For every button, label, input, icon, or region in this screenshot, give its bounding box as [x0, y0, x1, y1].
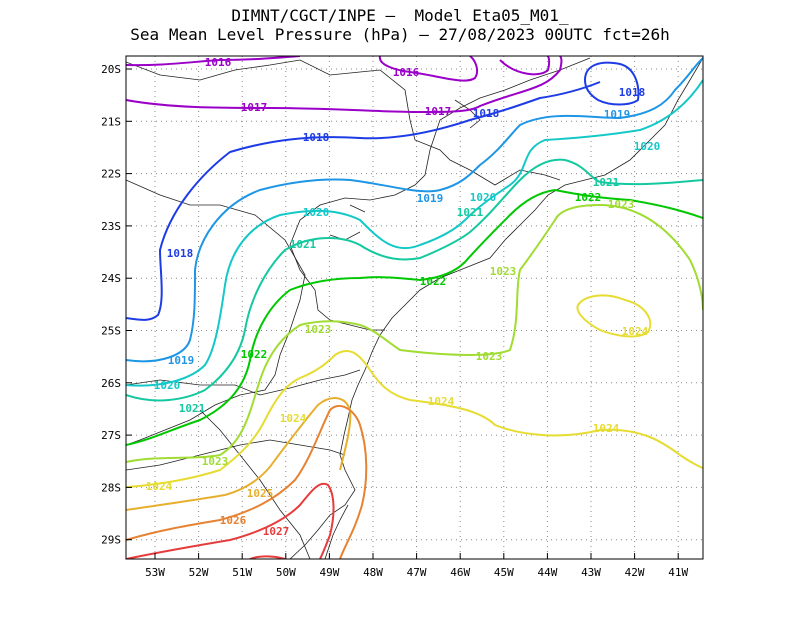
lat-label-27S: 27S: [101, 429, 121, 442]
label-1020-b: 1020: [303, 206, 330, 219]
label-1023-d: 1023: [490, 265, 517, 278]
chart-title-line-1: DIMNT/CGCT/INPE – Model Eta05_M01_: [231, 6, 569, 25]
label-1020-c: 1020: [470, 191, 497, 204]
label-1016-a: 1016: [205, 56, 232, 69]
lat-label-20S: 20S: [101, 63, 121, 76]
label-1027: 1027: [263, 525, 290, 538]
lon-label-41W: 41W: [668, 566, 688, 579]
lat-label-25S: 25S: [101, 325, 121, 338]
chart-title-line-2: Sea Mean Level Pressure (hPa) – 27/08/20…: [130, 25, 670, 44]
isobar-labels: 1016 1016 1017 1017 1018 1018 1018 1018 …: [146, 56, 661, 538]
isobar-1024-west: [126, 350, 703, 488]
isobar-1017: [126, 56, 563, 114]
lon-label-42W: 42W: [625, 566, 645, 579]
isobar-1024-closed: [576, 294, 652, 338]
isobars: [126, 56, 703, 559]
lon-label-51W: 51W: [232, 566, 252, 579]
isobar-1016-ne: [499, 56, 551, 76]
label-1025: 1025: [247, 487, 274, 500]
isobar-1018-closed: [583, 61, 640, 106]
isobar-1019: [126, 57, 703, 363]
lat-label-29S: 29S: [101, 534, 121, 547]
lat-label-26S: 26S: [101, 377, 121, 390]
isobar-1027-south: [249, 555, 286, 559]
gridlines: [126, 56, 703, 559]
state-border-sp-mg: [289, 57, 591, 331]
longitude-labels: 53W 52W 51W 50W 49W 48W 47W 46W 45W 44W 43W 42W 41W: [145, 566, 688, 579]
label-1023-b: 1023: [305, 323, 332, 336]
lat-label-23S: 23S: [101, 220, 121, 233]
label-1017-b: 1017: [425, 105, 452, 118]
isobar-1027: [126, 482, 335, 559]
label-1023-a: 1023: [202, 455, 229, 468]
lon-label-48W: 48W: [363, 566, 383, 579]
lon-label-53W: 53W: [145, 566, 165, 579]
lon-label-43W: 43W: [581, 566, 601, 579]
isobar-1020: [126, 79, 703, 387]
state-border-sc-rs: [126, 439, 346, 471]
isobar-1018-main: [126, 81, 601, 321]
lon-label-47W: 47W: [407, 566, 427, 579]
plot-frame: [125, 55, 704, 560]
label-1017-a: 1017: [241, 101, 268, 114]
label-1018-c: 1018: [619, 86, 646, 99]
label-1023-e: 1023: [608, 198, 635, 211]
lon-label-45W: 45W: [494, 566, 514, 579]
label-1022-c: 1022: [575, 191, 602, 204]
state-border-mg-north: [126, 59, 561, 186]
lagoon: [324, 504, 349, 559]
lon-label-49W: 49W: [319, 566, 339, 579]
label-1018-d: 1018: [167, 247, 194, 260]
lat-label-28S: 28S: [101, 481, 121, 494]
label-1021-d: 1021: [593, 176, 620, 189]
lat-label-21S: 21S: [101, 115, 121, 128]
isobar-1021: [126, 158, 703, 402]
label-1021-a: 1021: [179, 402, 206, 415]
label-1026: 1026: [220, 514, 247, 527]
label-1024-a: 1024: [146, 480, 173, 493]
label-1019-b: 1019: [417, 192, 444, 205]
label-1018-a: 1018: [303, 131, 330, 144]
label-1022-a: 1022: [241, 348, 268, 361]
lon-label-50W: 50W: [276, 566, 296, 579]
lat-label-22S: 22S: [101, 168, 121, 181]
label-1024-b: 1024: [280, 412, 307, 425]
isobar-1016-west: [126, 56, 301, 67]
label-1016-b: 1016: [393, 66, 420, 79]
latitude-labels: 20S 21S 22S 23S 24S 25S 26S 27S 28S 29S: [101, 63, 121, 547]
label-1024-e: 1024: [622, 325, 649, 338]
state-border-ms-pr: [126, 179, 306, 446]
label-1019-a: 1019: [168, 354, 195, 367]
axis-ticks: [126, 68, 679, 559]
label-1024-d: 1024: [593, 422, 620, 435]
lon-label-52W: 52W: [189, 566, 209, 579]
label-1022-b: 1022: [420, 275, 447, 288]
label-1019-c: 1019: [604, 108, 631, 121]
isobar-1022: [126, 188, 703, 446]
lat-label-24S: 24S: [101, 272, 121, 285]
label-1020-a: 1020: [154, 379, 181, 392]
label-1024-c: 1024: [428, 395, 455, 408]
label-1018-b: 1018: [473, 107, 500, 120]
label-1023-c: 1023: [476, 350, 503, 363]
coastline: [289, 57, 703, 559]
state-border-west: [199, 409, 311, 559]
label-1021-b: 1021: [290, 238, 317, 251]
isobar-1026: [126, 405, 368, 559]
lon-label-44W: 44W: [537, 566, 557, 579]
lon-label-46W: 46W: [450, 566, 470, 579]
label-1021-c: 1021: [457, 206, 484, 219]
reservoir: [329, 99, 481, 241]
isobar-1016-east: [378, 56, 479, 82]
isobar-1023: [126, 203, 703, 463]
label-1020-d: 1020: [634, 140, 661, 153]
